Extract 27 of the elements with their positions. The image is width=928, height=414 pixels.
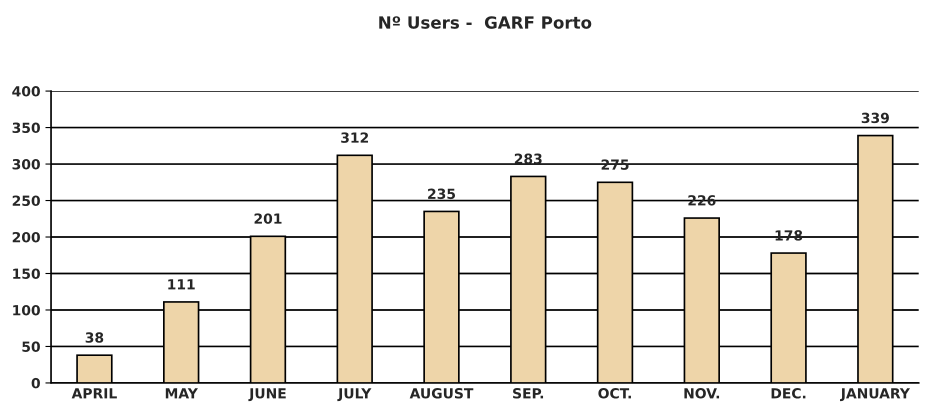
y-tick-label: 0 — [32, 378, 40, 388]
x-tick-label: OCT. — [598, 388, 631, 399]
data-label: 38 — [86, 332, 104, 343]
x-tick-label: MAY — [166, 388, 198, 398]
x-tick-label: JULY — [337, 388, 372, 402]
data-label: 235 — [428, 188, 456, 200]
data-label: 283 — [514, 154, 542, 164]
x-tick-label: SEP. — [513, 388, 544, 399]
y-tick-label: 350 — [12, 122, 40, 134]
y-tick-label: 150 — [13, 268, 40, 279]
data-label: 312 — [341, 132, 368, 143]
x-tick-label: AUGUST — [410, 388, 474, 399]
x-tick-label: APRIL — [72, 388, 117, 398]
y-tick-label: 250 — [12, 196, 40, 206]
y-tick-label: 100 — [13, 304, 40, 316]
y-tick-label: 50 — [22, 341, 40, 352]
y-tick-label: 400 — [12, 86, 40, 97]
data-label: 111 — [168, 279, 195, 290]
x-tick-label: JANUARY — [840, 388, 910, 402]
x-tick-label: DEC. — [772, 388, 806, 399]
y-tick-label: 200 — [12, 232, 40, 242]
data-label: 201 — [254, 213, 282, 224]
y-tick-label: 300 — [12, 159, 40, 170]
x-tick-label: NOV. — [684, 388, 720, 399]
chart-title: Nº Users - GARF Porto — [379, 16, 592, 29]
data-label: 339 — [862, 112, 889, 124]
x-tick-label: JUNE — [248, 388, 286, 402]
